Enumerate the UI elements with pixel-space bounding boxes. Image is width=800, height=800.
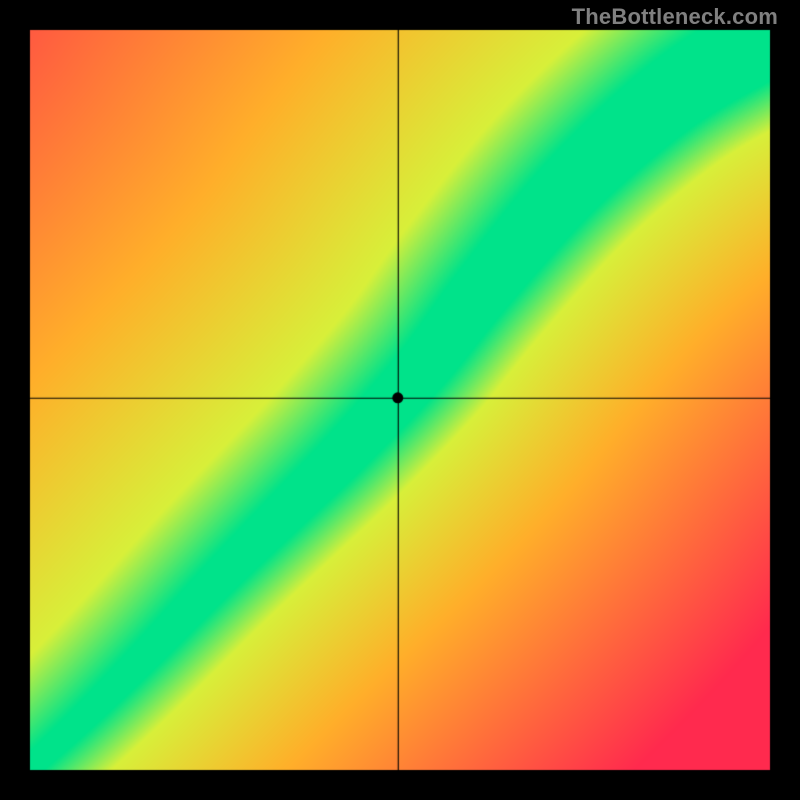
heatmap-canvas [0, 0, 800, 800]
chart-container: TheBottleneck.com [0, 0, 800, 800]
watermark-text: TheBottleneck.com [572, 4, 778, 30]
